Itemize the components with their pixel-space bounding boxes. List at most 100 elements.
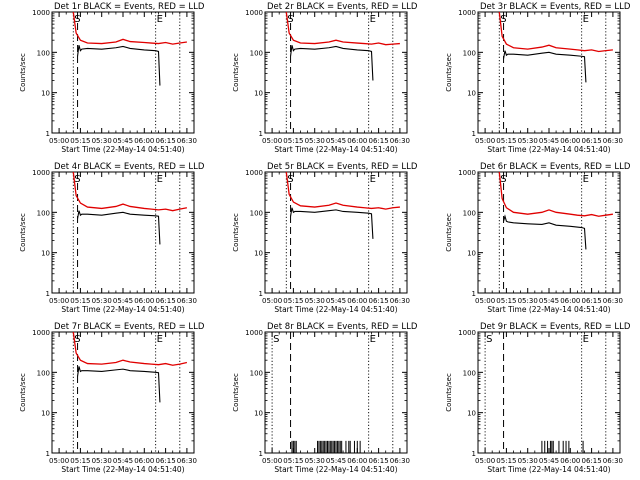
x-tick-label: 05:00 [475,457,495,465]
x-axis-label: Start Time (22-May-14 04:51:40) [274,145,397,154]
y-tick-label: 10 [254,90,263,98]
x-tick-label: 05:15 [70,137,90,145]
chart-det-8r: Det 8r BLACK = Events, RED = LLD 1 10 100 10… [232,322,418,474]
y-tick-label: 100 [37,369,50,377]
plot-frame [477,331,621,454]
events-series-line [77,210,161,245]
x-tick-label: 06:30 [177,137,197,145]
end-marker-label: E [583,334,589,345]
x-tick-label: 05:15 [496,137,516,145]
x-tick-label: 05:30 [518,457,538,465]
y-axis-label: Counts/sec [19,373,27,412]
start-marker-label: S [500,14,506,25]
x-axis-label: Start Time (22-May-14 04:51:40) [487,305,610,314]
lld-series-line [72,331,188,366]
x-tick-label: 06:30 [603,137,623,145]
y-tick-label: 1000 [245,329,263,337]
chart-det-5r: Det 5r BLACK = Events, RED = LLD 1 10 100 10… [232,162,418,314]
y-tick-label: 100 [250,369,263,377]
x-tick-label: 05:45 [113,457,133,465]
y-tick-label: 1 [472,450,476,458]
x-tick-label: 06:30 [603,457,623,465]
x-tick-label: 05:30 [92,137,112,145]
start-marker-label: S [74,174,80,185]
chart-title: Det 2r BLACK = Events, RED = LLD [267,2,418,12]
start-marker-label: S [74,334,80,345]
y-tick-label: 1000 [32,169,50,177]
y-tick-label: 1 [46,450,50,458]
chart-det-3r: Det 3r BLACK = Events, RED = LLD 1 10 100 10… [445,2,631,154]
x-tick-label: 06:30 [603,297,623,305]
y-tick-label: 10 [254,250,263,258]
y-tick-label: 1 [259,450,263,458]
x-tick-label: 06:00 [134,137,154,145]
x-tick-label: 05:45 [539,297,559,305]
y-tick-label: 10 [254,410,263,418]
x-tick-label: 06:15 [156,457,176,465]
chart-title: Det 8r BLACK = Events, RED = LLD [267,322,418,332]
y-tick-label: 1 [472,130,476,138]
y-tick-label: 1 [472,290,476,298]
y-axis-label: Counts/sec [232,213,240,252]
chart-title: Det 4r BLACK = Events, RED = LLD [54,162,205,172]
chart-det-6r: Det 6r BLACK = Events, RED = LLD 1 10 100 10… [445,162,631,314]
x-tick-label: 05:45 [326,457,346,465]
start-marker-label: S [500,174,506,185]
chart-title: Det 9r BLACK = Events, RED = LLD [480,322,631,332]
y-tick-label: 1000 [458,169,476,177]
x-tick-label: 05:00 [262,457,282,465]
x-tick-label: 05:15 [70,457,90,465]
y-tick-label: 1 [46,290,50,298]
x-tick-label: 05:45 [113,297,133,305]
end-marker-label: E [157,174,163,185]
x-axis-label: Start Time (22-May-14 04:51:40) [61,305,184,314]
start-marker-label: S [287,14,293,25]
y-axis-label: Counts/sec [19,53,27,92]
x-tick-label: 06:00 [134,297,154,305]
x-tick-label: 06:15 [156,137,176,145]
start-marker-label: S [74,14,80,25]
x-tick-label: 05:15 [283,457,303,465]
x-tick-label: 05:00 [49,457,69,465]
x-axis-label: Start Time (22-May-14 04:51:40) [274,465,397,474]
y-tick-label: 1 [46,130,50,138]
y-tick-label: 100 [250,49,263,57]
x-tick-label: 05:00 [262,137,282,145]
chart-det-1r: Det 1r BLACK = Events, RED = LLD 1 10 100 10… [19,2,205,154]
x-tick-label: 05:30 [518,137,538,145]
y-tick-label: 1000 [245,169,263,177]
events-series-line [77,366,161,403]
lld-series-line [498,171,613,217]
chart-title: Det 6r BLACK = Events, RED = LLD [480,162,631,172]
y-tick-label: 10 [467,90,476,98]
y-tick-label: 100 [250,209,263,217]
end-marker-label: E [583,174,589,185]
x-tick-label: 05:00 [475,137,495,145]
x-tick-label: 06:00 [134,457,154,465]
x-tick-label: 05:15 [283,137,303,145]
x-tick-label: 06:15 [369,137,389,145]
chart-det-7r: Det 7r BLACK = Events, RED = LLD 1 10 100 10… [19,322,205,474]
start-marker-label: S [486,334,492,345]
end-marker-label: E [370,14,376,25]
x-axis-label: Start Time (22-May-14 04:51:40) [487,145,610,154]
x-tick-label: 06:15 [156,297,176,305]
x-tick-label: 06:00 [560,297,580,305]
chart-title: Det 5r BLACK = Events, RED = LLD [267,162,418,172]
x-tick-label: 05:15 [70,297,90,305]
x-tick-label: 05:45 [539,137,559,145]
y-tick-label: 1000 [32,329,50,337]
chart-det-9r: Det 9r BLACK = Events, RED = LLD 1 10 100 10… [445,322,631,474]
x-tick-label: 06:00 [560,457,580,465]
x-tick-label: 06:00 [347,137,367,145]
x-tick-label: 05:30 [92,457,112,465]
x-tick-label: 06:00 [347,457,367,465]
y-tick-label: 1000 [245,9,263,17]
y-axis-label: Counts/sec [232,53,240,92]
end-marker-label: E [583,14,589,25]
start-marker-label: S [287,174,293,185]
x-tick-label: 05:45 [113,137,133,145]
x-tick-label: 06:30 [177,297,197,305]
y-tick-label: 100 [463,209,476,217]
